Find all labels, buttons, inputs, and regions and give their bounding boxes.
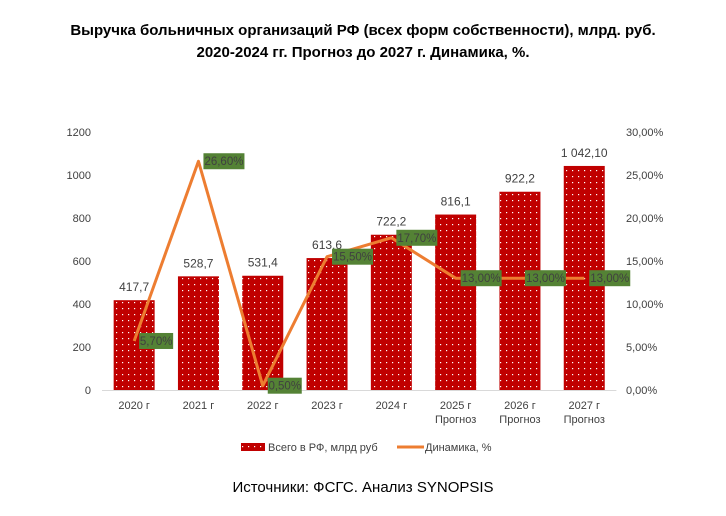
right-axis-tick: 5,00% xyxy=(626,342,657,354)
line-label-box xyxy=(332,248,374,265)
left-axis-tick: 200 xyxy=(73,342,91,354)
left-axis-tick: 800 xyxy=(73,213,91,225)
bar-data-label: 816,1 xyxy=(441,195,471,209)
left-axis-tick: 600 xyxy=(73,256,91,268)
bar xyxy=(306,258,348,390)
line-label-box xyxy=(460,270,502,287)
line-data-label: 0,50% xyxy=(268,381,301,393)
chart-title-line2: 2020-2024 гг. Прогноз до 2027 г. Динамик… xyxy=(196,44,530,61)
legend-bar-label: Всего в РФ, млрд руб xyxy=(268,442,378,454)
x-axis-tick: 2022 г xyxy=(247,400,279,412)
bar-data-label: 531,4 xyxy=(248,256,278,270)
line-data-label: 13,00% xyxy=(462,273,501,285)
chart-title-line1: Выручка больничных организаций РФ (всех … xyxy=(70,22,656,39)
line-label-box xyxy=(396,229,438,246)
x-axis-tick: 2025 г xyxy=(440,400,472,412)
x-axis-tick: 2027 г xyxy=(568,400,600,412)
bar xyxy=(177,276,219,390)
line-label-box xyxy=(524,270,566,287)
left-axis-tick: 1000 xyxy=(67,170,91,182)
line-series xyxy=(132,159,585,388)
bar xyxy=(435,214,477,390)
line-data-label: 13,00% xyxy=(590,273,629,285)
left-axis-tick: 0 xyxy=(85,385,91,397)
right-axis-tick: 25,00% xyxy=(626,170,664,182)
bar-data-label: 722,2 xyxy=(376,215,406,229)
x-axis-tick: 2024 г xyxy=(376,400,408,412)
x-axis-tick: 2020 г xyxy=(118,400,150,412)
right-axis-tick: 30,00% xyxy=(626,127,664,139)
bar-data-label: 613,6 xyxy=(312,238,342,252)
line-data-label: 26,60% xyxy=(204,156,243,168)
x-axis-tick: Прогноз xyxy=(564,414,605,426)
line-label-box xyxy=(203,153,245,170)
right-axis-tick: 15,00% xyxy=(626,256,664,268)
x-axis-tick: Прогноз xyxy=(435,414,476,426)
bar xyxy=(499,191,541,390)
left-axis-tick: 400 xyxy=(73,299,91,311)
x-axis-tick: 2023 г xyxy=(311,400,343,412)
line-data-label: 17,70% xyxy=(397,233,436,245)
line-data-label: 13,00% xyxy=(526,273,565,285)
legend-line-label: Динамика, % xyxy=(425,442,492,454)
right-axis-tick: 10,00% xyxy=(626,299,664,311)
line-data-label: 15,50% xyxy=(333,252,372,264)
right-axis-tick: 20,00% xyxy=(626,213,664,225)
source-note: Источники: ФСГС. Анализ SYNOPSIS xyxy=(232,479,494,496)
bar-data-label: 528,7 xyxy=(183,256,213,270)
line-label-box xyxy=(267,377,302,394)
bar-data-label: 1 042,10 xyxy=(561,146,608,160)
x-axis-tick: 2021 г xyxy=(183,400,215,412)
bar-data-label: 417,7 xyxy=(119,280,149,294)
x-axis-tick: 2026 г xyxy=(504,400,536,412)
bar-data-label: 922,2 xyxy=(505,172,535,186)
right-axis-tick: 0,00% xyxy=(626,385,657,397)
x-axis-tick: Прогноз xyxy=(499,414,540,426)
legend-bar-swatch xyxy=(241,443,265,451)
line-data-label: 5,70% xyxy=(140,336,173,348)
line-label-box xyxy=(139,332,174,349)
left-axis-tick: 1200 xyxy=(67,127,91,139)
line-label-box xyxy=(589,270,631,287)
bar xyxy=(370,234,412,390)
